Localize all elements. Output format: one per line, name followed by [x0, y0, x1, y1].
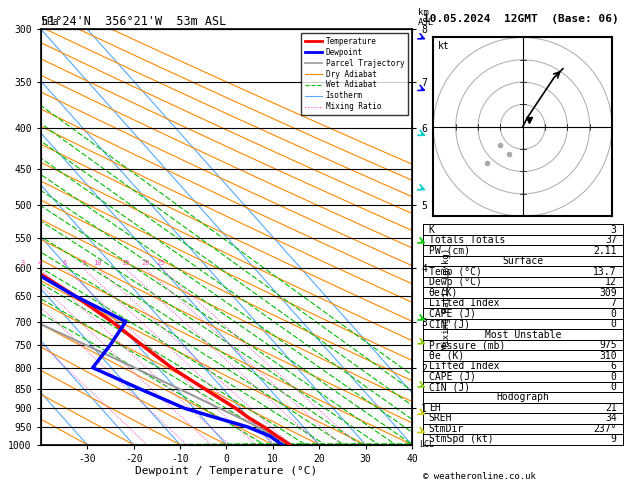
Bar — [423, 330, 623, 340]
Text: SREH: SREH — [429, 414, 452, 423]
Text: 15: 15 — [121, 260, 130, 266]
Legend: Temperature, Dewpoint, Parcel Trajectory, Dry Adiabat, Wet Adiabat, Isotherm, Mi: Temperature, Dewpoint, Parcel Trajectory… — [301, 33, 408, 115]
Text: θe (K): θe (K) — [429, 350, 464, 361]
Text: Totals Totals: Totals Totals — [429, 235, 505, 245]
Bar — [423, 298, 623, 308]
Text: 309: 309 — [599, 288, 616, 297]
Bar — [423, 308, 623, 319]
Text: θe(K): θe(K) — [429, 288, 458, 297]
Text: 25: 25 — [157, 260, 165, 266]
Text: 4: 4 — [38, 260, 42, 266]
Bar — [423, 256, 623, 266]
Text: CIN (J): CIN (J) — [429, 319, 470, 329]
Text: StmDir: StmDir — [429, 424, 464, 434]
Bar — [423, 371, 623, 382]
Text: km
ASL: km ASL — [418, 8, 435, 27]
Bar — [423, 413, 623, 424]
Text: CAPE (J): CAPE (J) — [429, 309, 476, 319]
Text: hPa: hPa — [41, 17, 58, 27]
Bar — [423, 434, 623, 445]
Text: 37: 37 — [605, 235, 616, 245]
Text: 6: 6 — [63, 260, 67, 266]
Text: 310: 310 — [599, 350, 616, 361]
Bar — [423, 403, 623, 413]
Text: 0: 0 — [611, 309, 616, 319]
Text: kt: kt — [438, 41, 450, 51]
Text: 10.05.2024  12GMT  (Base: 06): 10.05.2024 12GMT (Base: 06) — [423, 14, 618, 24]
Bar — [423, 392, 623, 403]
Text: 34: 34 — [605, 414, 616, 423]
Bar — [423, 424, 623, 434]
Text: 13.7: 13.7 — [593, 267, 616, 277]
Text: CIN (J): CIN (J) — [429, 382, 470, 392]
Bar — [423, 266, 623, 277]
X-axis label: Dewpoint / Temperature (°C): Dewpoint / Temperature (°C) — [135, 467, 318, 476]
Text: 6: 6 — [611, 361, 616, 371]
Bar — [423, 361, 623, 371]
Text: © weatheronline.co.uk: © weatheronline.co.uk — [423, 472, 535, 481]
Text: Temp (°C): Temp (°C) — [429, 267, 482, 277]
Text: 10: 10 — [94, 260, 102, 266]
Text: 0: 0 — [611, 382, 616, 392]
Text: CAPE (J): CAPE (J) — [429, 371, 476, 382]
Bar — [423, 382, 623, 392]
Bar — [423, 287, 623, 298]
Text: Lifted Index: Lifted Index — [429, 361, 499, 371]
Text: EH: EH — [429, 403, 440, 413]
Text: Dewp (°C): Dewp (°C) — [429, 277, 482, 287]
Text: 9: 9 — [611, 434, 616, 444]
Text: 0: 0 — [611, 371, 616, 382]
Bar — [423, 225, 623, 235]
Text: 51°24'N  356°21'W  53m ASL: 51°24'N 356°21'W 53m ASL — [41, 15, 226, 28]
Text: 237°: 237° — [593, 424, 616, 434]
Text: StmSpd (kt): StmSpd (kt) — [429, 434, 493, 444]
Text: Pressure (mb): Pressure (mb) — [429, 340, 505, 350]
Text: LCL: LCL — [420, 440, 435, 449]
Text: Most Unstable: Most Unstable — [484, 330, 561, 340]
Text: 2.11: 2.11 — [593, 246, 616, 256]
Text: Surface: Surface — [502, 256, 543, 266]
Text: Hodograph: Hodograph — [496, 393, 549, 402]
Bar — [423, 319, 623, 330]
Text: 3: 3 — [21, 260, 25, 266]
Bar — [423, 350, 623, 361]
Bar — [423, 277, 623, 287]
Text: Mixing Ratio (g/kg): Mixing Ratio (g/kg) — [442, 248, 451, 350]
Text: K: K — [429, 225, 435, 235]
Text: 7: 7 — [611, 298, 616, 308]
Text: 0: 0 — [611, 319, 616, 329]
Text: Lifted Index: Lifted Index — [429, 298, 499, 308]
Bar — [423, 235, 623, 245]
Text: 975: 975 — [599, 340, 616, 350]
Text: 3: 3 — [611, 225, 616, 235]
Text: 21: 21 — [605, 403, 616, 413]
Text: PW (cm): PW (cm) — [429, 246, 470, 256]
Text: 20: 20 — [141, 260, 150, 266]
Text: 12: 12 — [605, 277, 616, 287]
Bar — [423, 340, 623, 350]
Bar — [423, 245, 623, 256]
Text: 8: 8 — [81, 260, 86, 266]
